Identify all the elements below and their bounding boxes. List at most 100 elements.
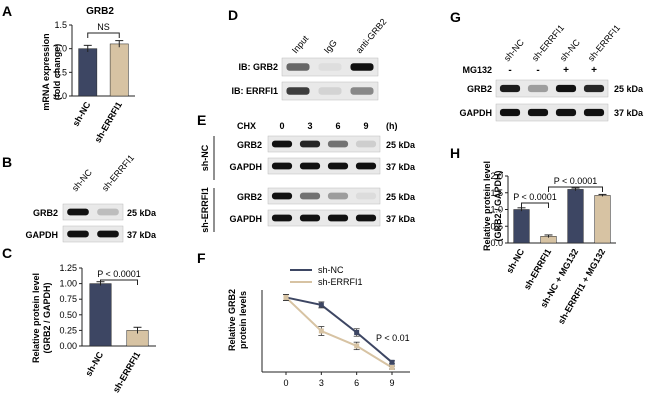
bar	[513, 209, 530, 244]
y-tick-label: 0.50	[59, 310, 77, 320]
blot-strip	[495, 79, 609, 98]
band	[583, 108, 605, 117]
blot-strip	[281, 81, 379, 101]
y-axis-label: mRNA expression(fold change)	[41, 33, 62, 110]
legend-label: sh-NC	[318, 265, 344, 275]
band	[527, 108, 549, 117]
panel-label-e: E	[197, 112, 206, 128]
time-label: 9	[363, 121, 368, 131]
bar	[594, 195, 611, 244]
band	[355, 162, 377, 170]
size-label: 37 kDa	[127, 230, 157, 240]
x-tick-label: sh-NC	[504, 247, 526, 275]
y-axis-label: Relative protein level(GRB2 / GAPDH)	[31, 273, 52, 363]
band	[318, 87, 342, 95]
band	[286, 87, 310, 95]
panel-label-d: D	[228, 7, 238, 23]
x-tick-label: sh-ERRFI1	[522, 247, 553, 291]
row-label: GRB2	[237, 140, 262, 150]
panel-label-b: B	[2, 154, 12, 170]
row-label: GAPDH	[229, 214, 262, 224]
bar	[109, 43, 129, 97]
bar-chart-a: 0.0 0.5 1.0 1.5 sh-NC sh-ERRFI1 NS	[54, 20, 135, 144]
band	[327, 162, 349, 170]
row-label: GRB2	[33, 208, 58, 218]
line-chart-f: 0 3 6 9 sh-NC sh-ERRFI1 P < 0.01	[261, 265, 410, 388]
size-label: 25 kDa	[386, 192, 416, 202]
band	[97, 230, 119, 238]
group-label: sh-ERRFI1	[200, 187, 210, 233]
panel-b: B sh-NC sh-ERRFI1 GRB2 25 kDa GAPDH 37 kDa	[2, 153, 157, 243]
y-tick-label: 0.0	[54, 91, 67, 101]
band	[97, 208, 119, 216]
band	[555, 108, 577, 117]
panel-label-f: F	[197, 250, 206, 266]
chart-title: GRB2	[86, 6, 114, 17]
chx-blot-e: CHX 0 3 6 9 (h) sh-NC GRB2 25 kDa GAPDH 37 kDa sh-E…	[200, 121, 416, 233]
lane-label: sh-ERRFI1	[100, 153, 136, 194]
series-line	[285, 296, 393, 364]
lane-label: IgG	[322, 38, 339, 56]
lane-label: sh-NC	[558, 37, 582, 63]
y-axis-label: Relative protein level(GRB2 / GAPDH)	[482, 161, 503, 251]
y-tick-label: 0.75	[59, 294, 77, 304]
band	[499, 84, 521, 93]
bar	[78, 48, 98, 97]
panel-label-h: H	[450, 145, 460, 161]
band	[355, 214, 377, 222]
band	[299, 214, 321, 222]
size-label: 25 kDa	[614, 84, 644, 94]
size-label: 37 kDa	[386, 162, 416, 172]
data-point	[389, 359, 395, 365]
blot-strip	[267, 135, 381, 153]
lane-label: sh-ERRFI1	[586, 23, 622, 64]
treatment-sign: -	[508, 65, 511, 76]
data-point	[318, 328, 324, 334]
x-tick-label: sh-NC	[71, 100, 93, 128]
data-point	[318, 302, 324, 308]
panel-d: D Input IgG anti-GRB2 IB: GRB2 IB: ERRFI1	[228, 7, 389, 101]
bar	[89, 283, 112, 347]
band	[271, 162, 293, 170]
co-ip-blot-d: Input IgG anti-GRB2 IB: GRB2 IB: ERRFI1	[231, 17, 389, 101]
blot-strip	[62, 225, 124, 243]
band	[583, 84, 605, 93]
y-tick-label: 2.0	[490, 171, 503, 181]
band	[299, 140, 321, 148]
x-tick-label: sh-ERRFI1	[93, 100, 124, 144]
x-tick-label: 6	[354, 378, 359, 388]
x-tick-label: sh-ERRFI1	[111, 350, 142, 394]
western-blot-b: sh-NC sh-ERRFI1 GRB2 25 kDa GAPDH 37 kDa	[25, 153, 157, 243]
treatment-label: MG132	[462, 65, 492, 75]
treatment-sign: -	[536, 65, 539, 76]
treatment-sign: +	[563, 65, 569, 76]
significance-label: P < 0.0001	[513, 192, 557, 202]
significance-bracket	[87, 32, 120, 38]
x-tick-label: 9	[389, 378, 394, 388]
y-tick-label: 1.0	[490, 205, 503, 215]
y-tick-label: 1.5	[490, 188, 503, 198]
y-tick-label: 1.5	[54, 20, 67, 30]
data-point	[283, 294, 289, 300]
data-point	[389, 365, 395, 371]
y-tick-label: 0.25	[59, 325, 77, 335]
significance-bracket	[100, 279, 138, 285]
band	[67, 230, 89, 238]
panel-c: C Relative protein level(GRB2 / GAPDH) 0…	[2, 245, 156, 394]
x-tick-label: sh-NC	[83, 350, 105, 378]
blot-strip	[62, 203, 124, 221]
size-label: 37 kDa	[386, 214, 416, 224]
row-label: GRB2	[467, 84, 492, 94]
x-tick-label: 0	[283, 378, 288, 388]
band	[350, 63, 374, 71]
significance-label: NS	[97, 22, 110, 32]
panel-h: H Relative protein level(GRB2 / GAPDH) 0…	[450, 145, 616, 326]
blot-strip	[281, 57, 379, 77]
blot-strip	[495, 103, 609, 122]
lane-label: Input	[290, 33, 311, 55]
band	[271, 214, 293, 222]
significance-label: P < 0.0001	[97, 269, 141, 279]
band	[327, 192, 349, 200]
